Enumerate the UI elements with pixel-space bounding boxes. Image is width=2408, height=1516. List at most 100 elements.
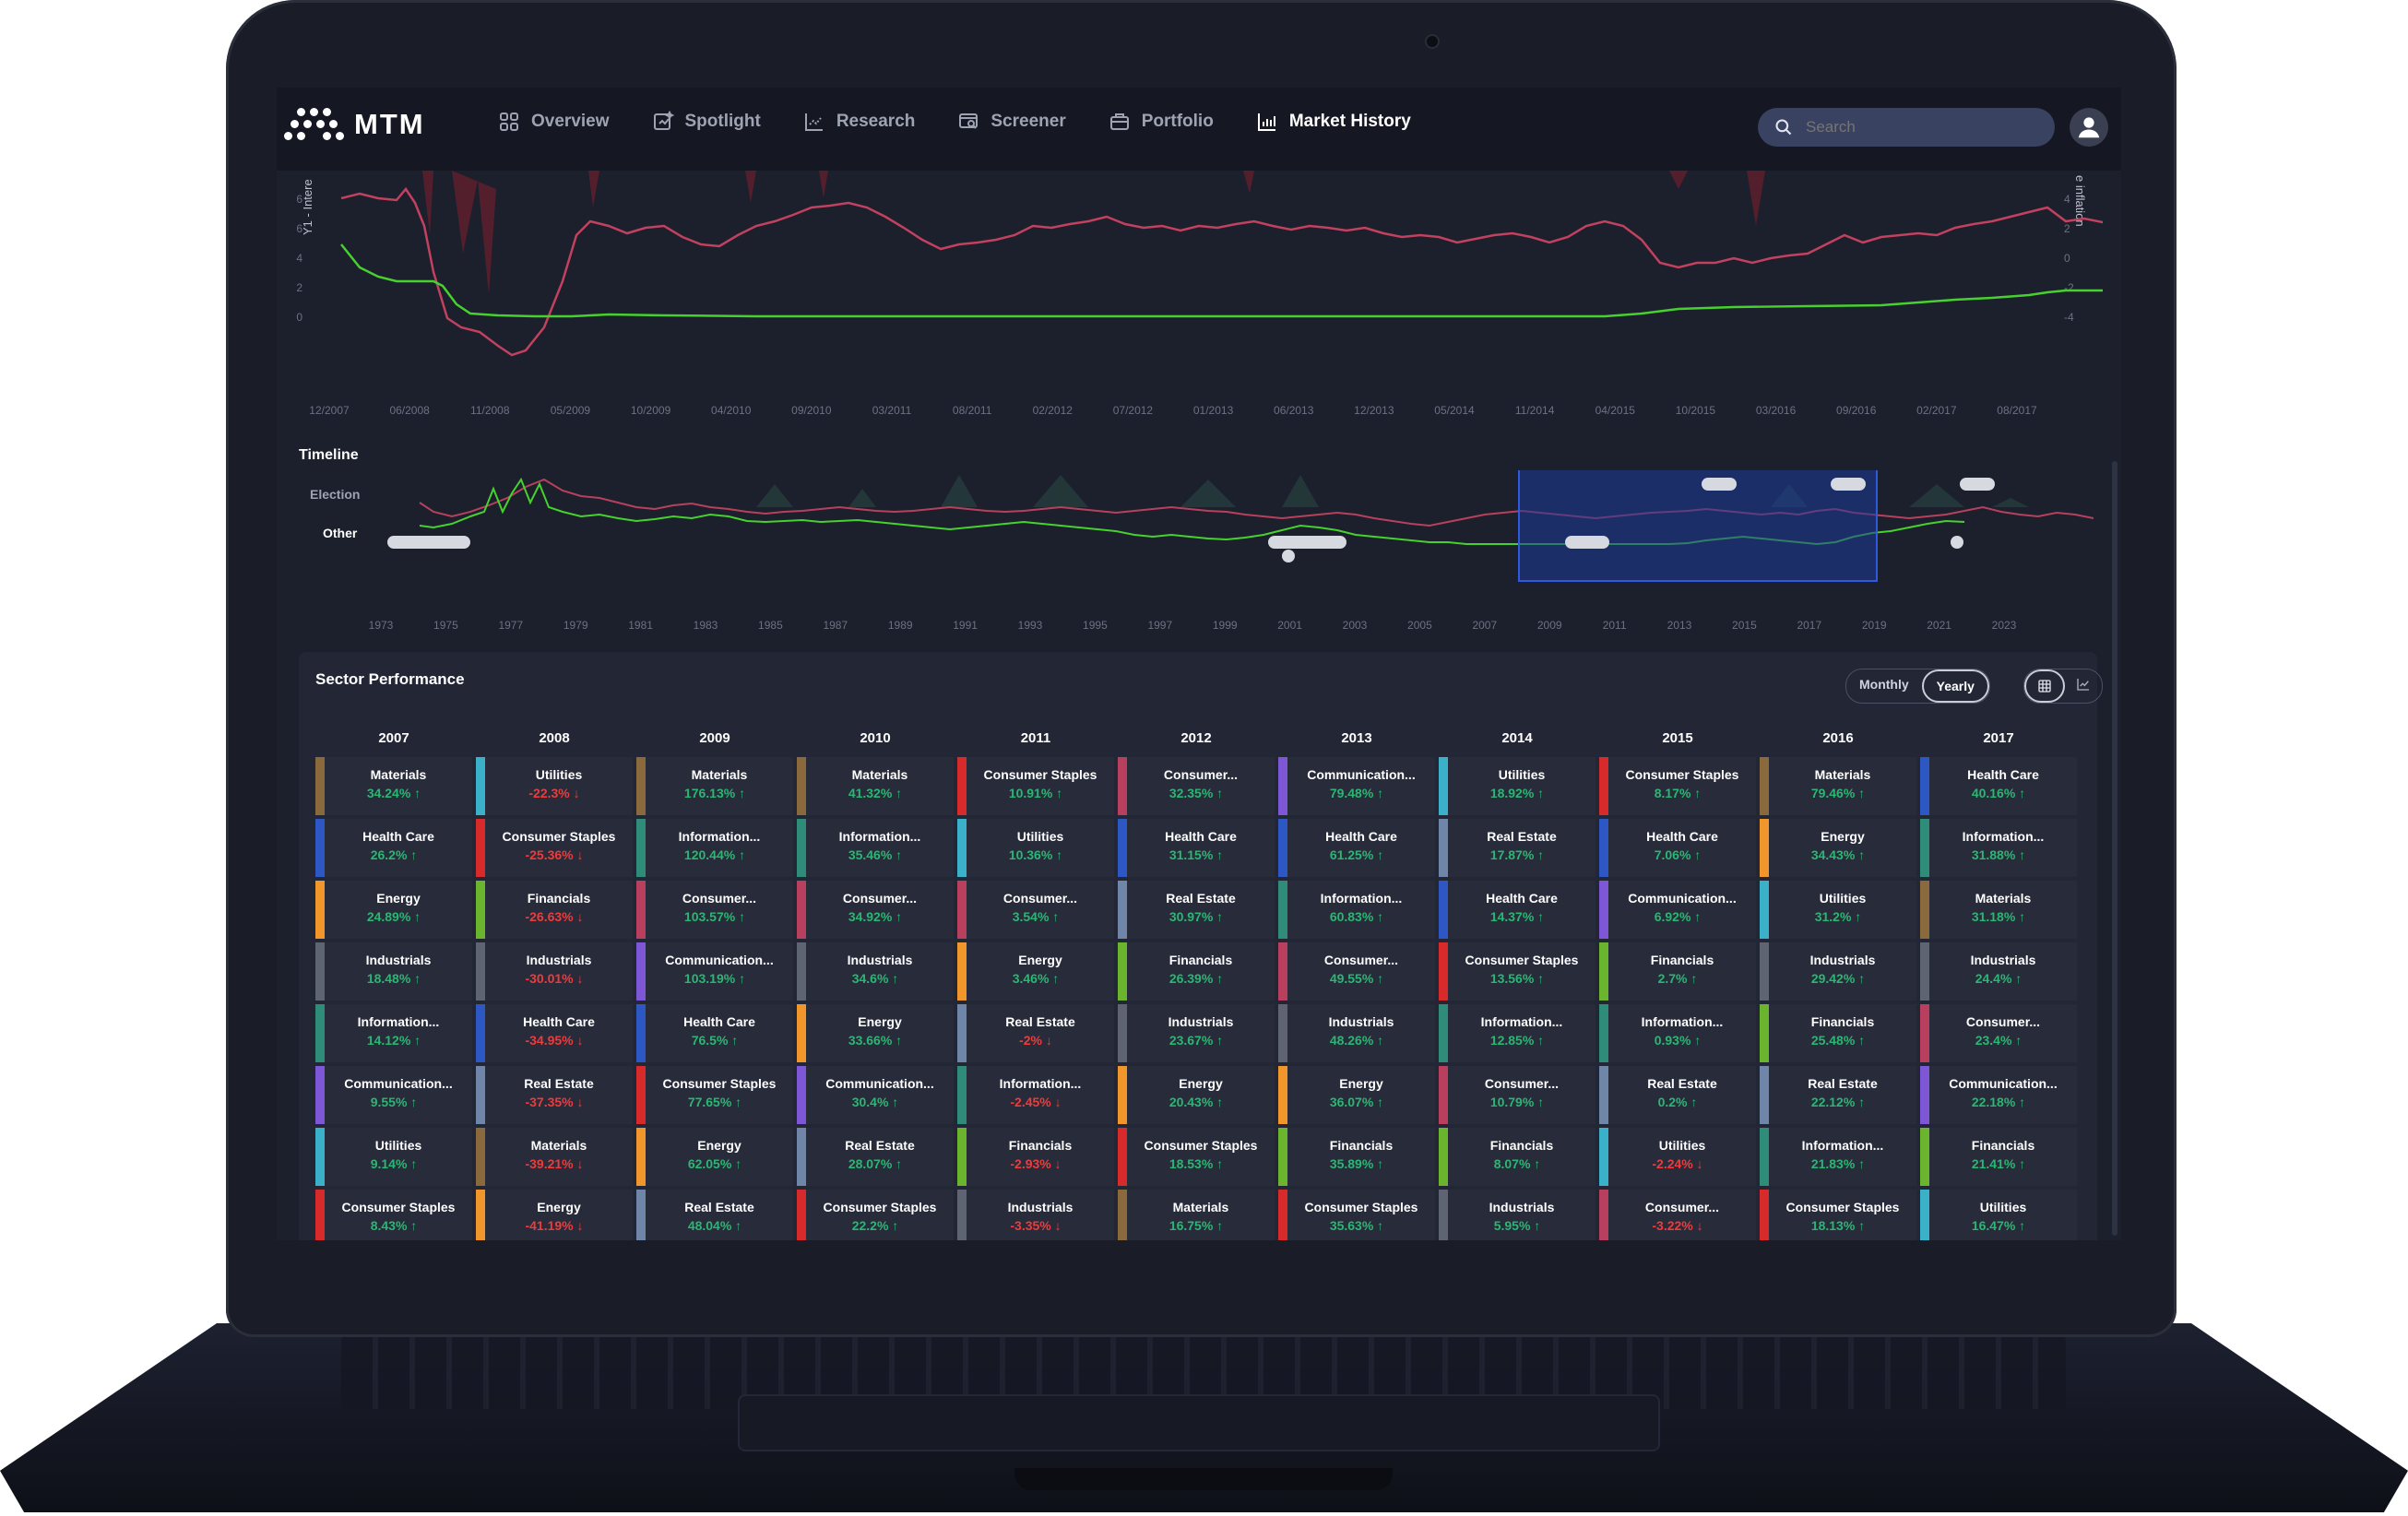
sector-cell[interactable]: Health Care 7.06% ↑ [1599, 819, 1756, 877]
sector-cell[interactable]: Materials 176.13% ↑ [636, 757, 793, 815]
sector-cell[interactable]: Consumer... 3.54% ↑ [957, 881, 1114, 939]
sector-cell[interactable]: Consumer Staples 8.43% ↑ [315, 1190, 472, 1240]
sector-cell[interactable]: Communication... 22.18% ↑ [1920, 1066, 2077, 1124]
table-view-button[interactable] [2024, 669, 2065, 703]
sector-cell[interactable]: Financials 21.41% ↑ [1920, 1128, 2077, 1186]
sector-cell[interactable]: Industrials -3.35% ↓ [957, 1190, 1114, 1240]
sector-cell[interactable]: Real Estate -2% ↓ [957, 1004, 1114, 1062]
sector-cell[interactable]: Consumer Staples 10.91% ↑ [957, 757, 1114, 815]
nav-overview[interactable]: Overview [498, 111, 610, 133]
sector-cell[interactable]: Real Estate 22.12% ↑ [1760, 1066, 1916, 1124]
sector-cell[interactable]: Industrials 29.42% ↑ [1760, 942, 1916, 1001]
sector-cell[interactable]: Communication... 9.55% ↑ [315, 1066, 472, 1124]
sector-cell[interactable]: Consumer Staples 8.17% ↑ [1599, 757, 1756, 815]
monthly-button[interactable]: Monthly [1859, 677, 1909, 692]
sector-cell[interactable]: Utilities 9.14% ↑ [315, 1128, 472, 1186]
sector-cell[interactable]: Information... 60.83% ↑ [1278, 881, 1435, 939]
sector-cell[interactable]: Industrials 24.4% ↑ [1920, 942, 2077, 1001]
user-avatar[interactable] [2070, 108, 2108, 147]
sector-cell[interactable]: Industrials 18.48% ↑ [315, 942, 472, 1001]
sector-cell[interactable]: Consumer Staples 18.13% ↑ [1760, 1190, 1916, 1240]
sector-cell[interactable]: Health Care 40.16% ↑ [1920, 757, 2077, 815]
sector-cell[interactable]: Utilities 31.2% ↑ [1760, 881, 1916, 939]
sector-cell[interactable]: Consumer... 49.55% ↑ [1278, 942, 1435, 1001]
sector-cell[interactable]: Real Estate 48.04% ↑ [636, 1190, 793, 1240]
sector-cell[interactable]: Materials 34.24% ↑ [315, 757, 472, 815]
sector-cell[interactable]: Health Care 31.15% ↑ [1118, 819, 1275, 877]
sector-cell[interactable]: Consumer... 103.57% ↑ [636, 881, 793, 939]
nav-portfolio[interactable]: Portfolio [1109, 111, 1214, 133]
nav-market-history[interactable]: Market History [1256, 111, 1411, 133]
sector-cell[interactable]: Financials 25.48% ↑ [1760, 1004, 1916, 1062]
sector-cell[interactable]: Energy 24.89% ↑ [315, 881, 472, 939]
sector-cell[interactable]: Information... 21.83% ↑ [1760, 1128, 1916, 1186]
sector-cell[interactable]: Consumer Staples 77.65% ↑ [636, 1066, 793, 1124]
sector-cell[interactable]: Financials 26.39% ↑ [1118, 942, 1275, 1001]
sector-cell[interactable]: Materials 41.32% ↑ [797, 757, 954, 815]
sector-cell[interactable]: Financials -2.93% ↓ [957, 1128, 1114, 1186]
sector-cell[interactable]: Consumer... 32.35% ↑ [1118, 757, 1275, 815]
sector-cell[interactable]: Real Estate 17.87% ↑ [1439, 819, 1595, 877]
sector-cell[interactable]: Health Care -34.95% ↓ [476, 1004, 633, 1062]
sector-cell[interactable]: Energy 36.07% ↑ [1278, 1066, 1435, 1124]
sector-cell[interactable]: Consumer Staples 22.2% ↑ [797, 1190, 954, 1240]
sector-cell[interactable]: Financials 8.07% ↑ [1439, 1128, 1595, 1186]
timeline-selection-window[interactable] [1518, 470, 1878, 582]
timeline-chart[interactable]: 1973 1975 1977 1979 1981 1983 1985 1987 1989 1991… [295, 470, 2103, 728]
sector-cell[interactable]: Communication... 79.48% ↑ [1278, 757, 1435, 815]
sector-cell[interactable]: Energy 62.05% ↑ [636, 1128, 793, 1186]
sector-cell[interactable]: Energy 34.43% ↑ [1760, 819, 1916, 877]
sector-cell[interactable]: Consumer Staples 35.63% ↑ [1278, 1190, 1435, 1240]
search-bar[interactable] [1758, 108, 2055, 147]
sector-cell[interactable]: Information... 120.44% ↑ [636, 819, 793, 877]
sector-cell[interactable]: Materials 79.46% ↑ [1760, 757, 1916, 815]
sector-cell[interactable]: Materials 16.75% ↑ [1118, 1190, 1275, 1240]
sector-cell[interactable]: Utilities 18.92% ↑ [1439, 757, 1595, 815]
sector-cell[interactable]: Health Care 61.25% ↑ [1278, 819, 1435, 877]
search-input[interactable] [1804, 117, 2029, 137]
sector-cell[interactable]: Consumer... 23.4% ↑ [1920, 1004, 2077, 1062]
sector-cell[interactable]: Energy 33.66% ↑ [797, 1004, 954, 1062]
sector-cell[interactable]: Consumer... 34.92% ↑ [797, 881, 954, 939]
sector-cell[interactable]: Energy 3.46% ↑ [957, 942, 1114, 1001]
sector-cell[interactable]: Financials 35.89% ↑ [1278, 1128, 1435, 1186]
nav-research[interactable]: Research [803, 111, 915, 133]
nav-spotlight[interactable]: Spotlight [652, 110, 761, 133]
sector-cell[interactable]: Financials 2.7% ↑ [1599, 942, 1756, 1001]
sector-cell[interactable]: Materials 31.18% ↑ [1920, 881, 2077, 939]
sector-cell[interactable]: Communication... 6.92% ↑ [1599, 881, 1756, 939]
sector-cell[interactable]: Consumer Staples -25.36% ↓ [476, 819, 633, 877]
logo[interactable]: MTM [284, 108, 425, 141]
interest-inflation-chart[interactable]: 6 6 4 2 0 4 2 0 -2 -4 12/2007 06/2008 11/2008 05/20… [295, 171, 2103, 420]
sector-cell[interactable]: Utilities 16.47% ↑ [1920, 1190, 2077, 1240]
sector-cell[interactable]: Consumer... 10.79% ↑ [1439, 1066, 1595, 1124]
sector-cell[interactable]: Utilities 10.36% ↑ [957, 819, 1114, 877]
sector-cell[interactable]: Utilities -22.3% ↓ [476, 757, 633, 815]
sector-cell[interactable]: Information... 14.12% ↑ [315, 1004, 472, 1062]
sector-cell[interactable]: Consumer Staples 13.56% ↑ [1439, 942, 1595, 1001]
sector-cell[interactable]: Information... 35.46% ↑ [797, 819, 954, 877]
sector-cell[interactable]: Consumer Staples 18.53% ↑ [1118, 1128, 1275, 1186]
chart-view-button[interactable] [2065, 669, 2102, 699]
sector-cell[interactable]: Industrials 23.67% ↑ [1118, 1004, 1275, 1062]
sector-cell[interactable]: Industrials 5.95% ↑ [1439, 1190, 1595, 1240]
sector-cell[interactable]: Energy 20.43% ↑ [1118, 1066, 1275, 1124]
yearly-button[interactable]: Yearly [1921, 669, 1989, 703]
sector-cell[interactable]: Information... 12.85% ↑ [1439, 1004, 1595, 1062]
sector-cell[interactable]: Communication... 103.19% ↑ [636, 942, 793, 1001]
sector-cell[interactable]: Real Estate 30.97% ↑ [1118, 881, 1275, 939]
sector-cell[interactable]: Real Estate -37.35% ↓ [476, 1066, 633, 1124]
sector-cell[interactable]: Utilities -2.24% ↓ [1599, 1128, 1756, 1186]
sector-cell[interactable]: Materials -39.21% ↓ [476, 1128, 633, 1186]
sector-cell[interactable]: Health Care 14.37% ↑ [1439, 881, 1595, 939]
sector-cell[interactable]: Health Care 26.2% ↑ [315, 819, 472, 877]
sector-cell[interactable]: Industrials 34.6% ↑ [797, 942, 954, 1001]
sector-cell[interactable]: Energy -41.19% ↓ [476, 1190, 633, 1240]
sector-cell[interactable]: Information... -2.45% ↓ [957, 1066, 1114, 1124]
sector-cell[interactable]: Financials -26.63% ↓ [476, 881, 633, 939]
sector-cell[interactable]: Industrials 48.26% ↑ [1278, 1004, 1435, 1062]
sector-cell[interactable]: Real Estate 28.07% ↑ [797, 1128, 954, 1186]
sector-cell[interactable]: Information... 31.88% ↑ [1920, 819, 2077, 877]
nav-screener[interactable]: Screener [957, 111, 1066, 133]
sector-cell[interactable]: Consumer... -3.22% ↓ [1599, 1190, 1756, 1240]
